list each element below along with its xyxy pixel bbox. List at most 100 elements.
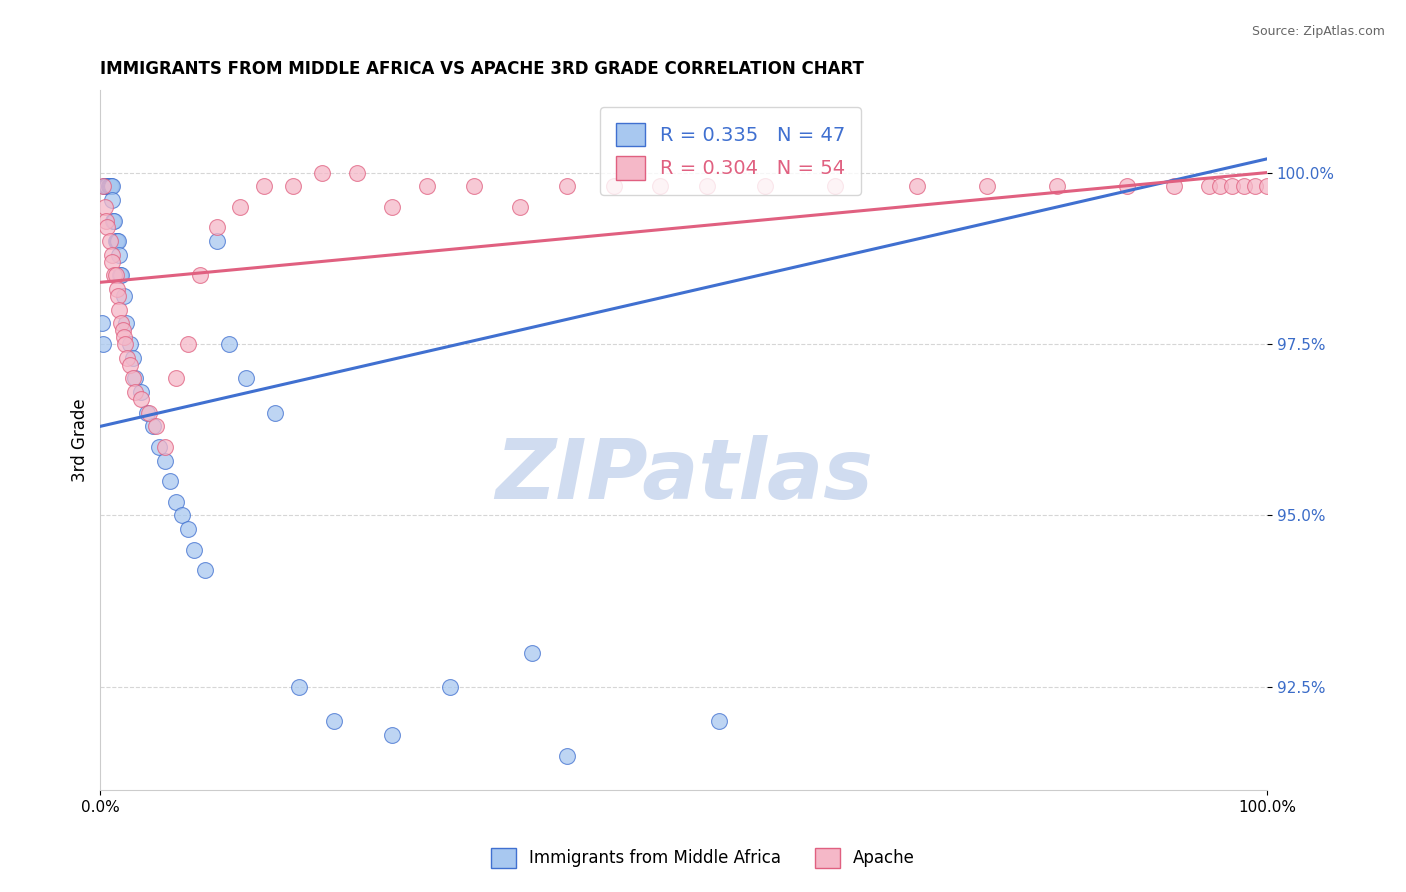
Point <box>235 371 257 385</box>
Point <box>148 440 170 454</box>
Point <box>194 563 217 577</box>
Point <box>696 179 718 194</box>
Point <box>90 317 112 331</box>
Point <box>108 302 131 317</box>
Point <box>381 728 404 742</box>
Point <box>96 213 118 227</box>
Point <box>287 680 309 694</box>
Point <box>170 508 193 523</box>
Point <box>145 419 167 434</box>
Point <box>98 179 121 194</box>
Text: IMMIGRANTS FROM MIDDLE AFRICA VS APACHE 3RD GRADE CORRELATION CHART: IMMIGRANTS FROM MIDDLE AFRICA VS APACHE … <box>100 60 865 78</box>
Point <box>91 337 114 351</box>
Point <box>555 179 578 194</box>
Point <box>183 542 205 557</box>
Point <box>153 453 176 467</box>
Point <box>101 179 124 194</box>
Point <box>416 179 439 194</box>
Point <box>138 406 160 420</box>
Point <box>108 248 131 262</box>
Point <box>111 323 134 337</box>
Point <box>905 179 928 194</box>
Point <box>229 200 252 214</box>
Point <box>110 317 132 331</box>
Point <box>754 179 776 194</box>
Point <box>136 406 159 420</box>
Point <box>253 179 276 194</box>
Point <box>555 748 578 763</box>
Point <box>281 179 304 194</box>
Point <box>103 213 125 227</box>
Point <box>107 234 129 248</box>
Point <box>122 351 145 365</box>
Point <box>142 419 165 434</box>
Point <box>112 330 135 344</box>
Point <box>177 337 200 351</box>
Legend: R = 0.335   N = 47, R = 0.304   N = 54: R = 0.335 N = 47, R = 0.304 N = 54 <box>600 107 860 195</box>
Point <box>122 371 145 385</box>
Point <box>165 495 187 509</box>
Point <box>1220 179 1243 194</box>
Point <box>1198 179 1220 194</box>
Point <box>103 213 125 227</box>
Point <box>94 200 117 214</box>
Point <box>108 268 131 283</box>
Point <box>97 179 120 194</box>
Legend: Immigrants from Middle Africa, Apache: Immigrants from Middle Africa, Apache <box>485 841 921 875</box>
Point <box>1046 179 1069 194</box>
Point <box>100 179 122 194</box>
Point <box>118 337 141 351</box>
Point <box>439 680 461 694</box>
Point <box>1163 179 1185 194</box>
Point <box>124 385 146 400</box>
Point <box>346 165 368 179</box>
Point <box>381 200 404 214</box>
Point <box>824 179 846 194</box>
Point <box>96 220 118 235</box>
Point <box>103 268 125 283</box>
Point <box>602 179 624 194</box>
Text: Source: ZipAtlas.com: Source: ZipAtlas.com <box>1251 25 1385 38</box>
Point <box>93 179 115 194</box>
Point <box>105 282 128 296</box>
Point <box>1116 179 1139 194</box>
Point <box>104 268 127 283</box>
Point <box>188 268 211 283</box>
Text: ZIPatlas: ZIPatlas <box>495 434 873 516</box>
Point <box>114 337 136 351</box>
Point <box>107 289 129 303</box>
Point <box>463 179 485 194</box>
Point <box>218 337 240 351</box>
Point <box>101 254 124 268</box>
Point <box>98 234 121 248</box>
Point <box>94 179 117 194</box>
Point <box>1209 179 1232 194</box>
Point <box>650 179 672 194</box>
Point <box>1244 179 1267 194</box>
Point <box>124 371 146 385</box>
Point <box>177 522 200 536</box>
Point <box>165 371 187 385</box>
Point <box>159 474 181 488</box>
Point <box>1233 179 1256 194</box>
Point <box>118 358 141 372</box>
Point <box>96 179 118 194</box>
Point <box>153 440 176 454</box>
Point <box>509 200 531 214</box>
Point <box>115 317 138 331</box>
Point <box>101 248 124 262</box>
Point <box>311 165 333 179</box>
Point <box>520 646 543 660</box>
Point <box>104 234 127 248</box>
Point <box>96 179 118 194</box>
Point <box>129 392 152 406</box>
Point <box>707 714 730 729</box>
Point <box>205 220 228 235</box>
Point <box>264 406 287 420</box>
Point <box>115 351 138 365</box>
Point <box>91 179 114 194</box>
Y-axis label: 3rd Grade: 3rd Grade <box>72 398 89 482</box>
Point <box>976 179 998 194</box>
Point <box>112 289 135 303</box>
Point <box>96 179 118 194</box>
